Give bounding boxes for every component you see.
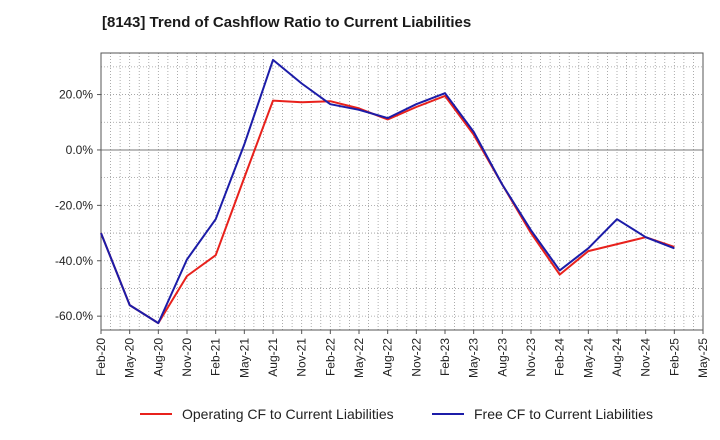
x-tick-label: Feb-21 [209,338,223,376]
y-tick-label: -40.0% [55,254,93,268]
y-axis-ticks: 20.0% 0.0% -20.0% -40.0% -60.0% [55,88,101,323]
y-tick-label: -60.0% [55,309,93,323]
x-tick-label: Aug-20 [151,338,165,377]
x-tick-label: May-22 [352,338,366,378]
x-tick-label: Nov-21 [295,338,309,377]
x-tick-label: Nov-23 [524,338,538,377]
x-tick-label: Nov-22 [409,338,423,377]
x-tick-label: Feb-22 [323,338,337,376]
x-tick-label: Aug-24 [610,338,624,377]
x-tick-label: Feb-23 [438,338,452,376]
chart-title: [8143] Trend of Cashflow Ratio to Curren… [102,14,472,31]
x-tick-label: Aug-21 [266,338,280,377]
x-tick-label: Feb-20 [94,338,108,376]
x-tick-label: Aug-23 [495,338,509,377]
x-axis-ticks: Feb-20 May-20 Aug-20 Nov-20 Feb-21 May-21 Aug-… [94,330,710,378]
x-tick-label: May-20 [123,338,137,378]
plot-frame [100,52,704,331]
x-tick-label: May-23 [467,338,481,378]
free-cf-line [100,58,675,325]
x-tick-label: May-24 [581,338,595,378]
x-tick-label: Nov-24 [639,338,653,377]
y-tick-label: 20.0% [59,88,93,102]
x-tick-label: May-25 [696,338,710,378]
legend-label-operating-cf: Operating CF to Current Liabilities [182,406,394,422]
x-tick-label: Nov-20 [180,338,194,377]
legend-label-free-cf: Free CF to Current Liabilities [474,406,653,422]
legend: Operating CF to Current Liabilities Free … [140,406,653,422]
grid-lines [101,53,703,330]
y-tick-label: 0.0% [66,143,94,157]
x-tick-label: May-21 [237,338,251,378]
x-tick-label: Feb-25 [667,338,681,376]
series-lines [100,58,675,325]
x-tick-label: Feb-24 [553,338,567,376]
x-tick-label: Aug-22 [381,338,395,377]
y-tick-label: -20.0% [55,198,93,212]
